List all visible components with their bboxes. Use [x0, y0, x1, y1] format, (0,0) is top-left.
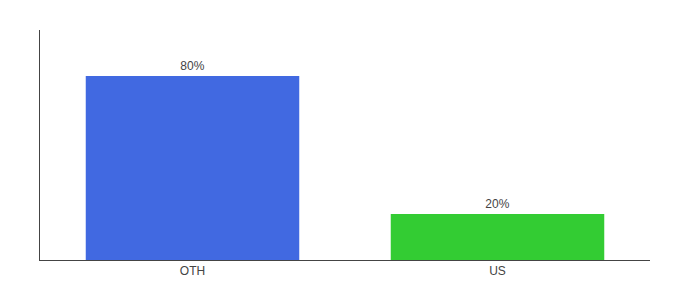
svg-text:20%: 20%: [485, 197, 509, 211]
svg-text:80%: 80%: [180, 59, 204, 73]
svg-text:OTH: OTH: [180, 264, 205, 278]
svg-text:US: US: [489, 264, 506, 278]
